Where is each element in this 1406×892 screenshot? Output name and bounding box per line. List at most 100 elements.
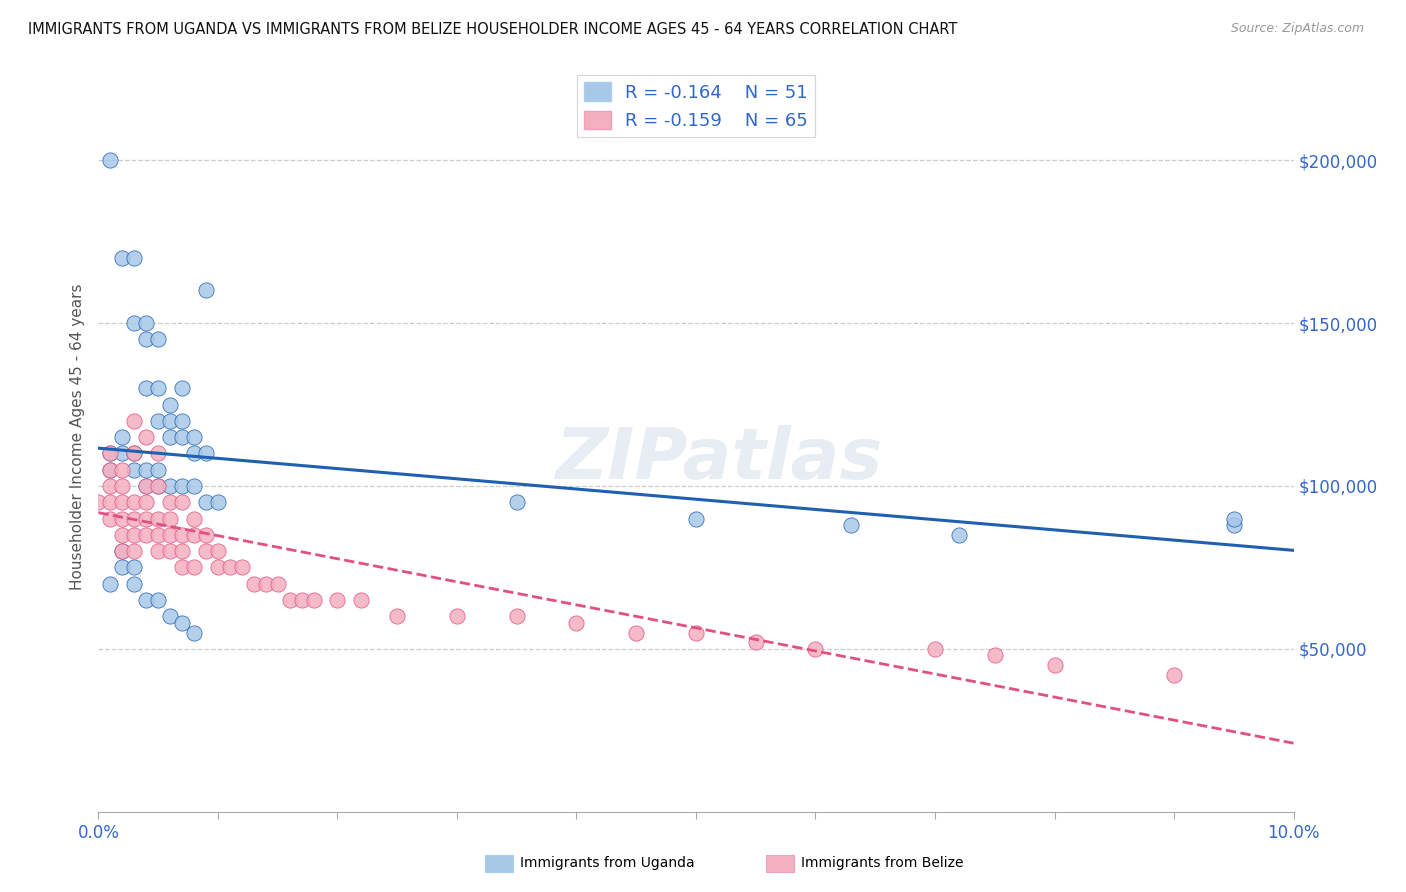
- Point: [254, 576, 277, 591]
- Text: Source: ZipAtlas.com: Source: ZipAtlas.com: [1230, 22, 1364, 36]
- Point: [148, 511, 170, 525]
- Point: [124, 316, 146, 330]
- Point: [183, 430, 205, 444]
- Point: [159, 544, 181, 558]
- Point: [183, 511, 205, 525]
- Point: [172, 479, 194, 493]
- Point: [111, 446, 134, 460]
- Point: [111, 511, 134, 525]
- Point: [135, 479, 157, 493]
- Legend: R = -0.164    N = 51, R = -0.159    N = 65: R = -0.164 N = 51, R = -0.159 N = 65: [576, 75, 815, 137]
- Point: [124, 544, 146, 558]
- Point: [745, 635, 768, 649]
- Point: [124, 576, 146, 591]
- Point: [207, 560, 229, 574]
- Point: [98, 153, 122, 168]
- Point: [685, 511, 707, 525]
- Point: [183, 528, 205, 542]
- Point: [148, 479, 170, 493]
- Point: [98, 446, 122, 460]
- Point: [135, 495, 157, 509]
- Point: [159, 479, 181, 493]
- Point: [111, 544, 134, 558]
- Point: [350, 593, 373, 607]
- Point: [172, 430, 194, 444]
- Point: [124, 446, 146, 460]
- Point: [172, 381, 194, 395]
- Point: [302, 593, 325, 607]
- Point: [159, 609, 181, 624]
- Point: [111, 430, 134, 444]
- Point: [924, 641, 946, 656]
- Point: [98, 463, 122, 477]
- Point: [506, 609, 529, 624]
- Point: [278, 593, 301, 607]
- Point: [506, 495, 529, 509]
- Point: [172, 560, 194, 574]
- Point: [172, 544, 194, 558]
- Point: [124, 495, 146, 509]
- Point: [159, 397, 181, 411]
- Point: [111, 495, 134, 509]
- Point: [124, 560, 146, 574]
- Point: [172, 615, 194, 630]
- Y-axis label: Householder Income Ages 45 - 64 years: Householder Income Ages 45 - 64 years: [69, 284, 84, 591]
- Point: [87, 495, 110, 509]
- Point: [159, 528, 181, 542]
- Point: [172, 495, 194, 509]
- Point: [148, 332, 170, 346]
- Point: [446, 609, 468, 624]
- Point: [98, 463, 122, 477]
- Point: [326, 593, 349, 607]
- Bar: [766, 855, 794, 872]
- Point: [148, 414, 170, 428]
- Point: [195, 528, 218, 542]
- Point: [148, 446, 170, 460]
- Point: [98, 495, 122, 509]
- Point: [98, 576, 122, 591]
- Point: [291, 593, 314, 607]
- Point: [385, 609, 409, 624]
- Point: [111, 251, 134, 265]
- Point: [172, 528, 194, 542]
- Point: [124, 528, 146, 542]
- Text: Immigrants from Belize: Immigrants from Belize: [801, 856, 965, 871]
- Point: [135, 528, 157, 542]
- Point: [183, 446, 205, 460]
- Point: [135, 479, 157, 493]
- Point: [148, 544, 170, 558]
- Point: [565, 615, 588, 630]
- Point: [172, 414, 194, 428]
- Point: [148, 528, 170, 542]
- Point: [159, 495, 181, 509]
- Point: [1043, 658, 1066, 673]
- Point: [685, 625, 707, 640]
- Text: IMMIGRANTS FROM UGANDA VS IMMIGRANTS FROM BELIZE HOUSEHOLDER INCOME AGES 45 - 64: IMMIGRANTS FROM UGANDA VS IMMIGRANTS FRO…: [28, 22, 957, 37]
- Text: Immigrants from Uganda: Immigrants from Uganda: [520, 856, 695, 871]
- Point: [124, 446, 146, 460]
- Point: [135, 316, 157, 330]
- Point: [195, 284, 218, 298]
- Point: [804, 641, 827, 656]
- Point: [984, 648, 1007, 663]
- Point: [183, 479, 205, 493]
- Point: [219, 560, 242, 574]
- Point: [159, 511, 181, 525]
- Point: [111, 560, 134, 574]
- Point: [159, 430, 181, 444]
- Point: [626, 625, 648, 640]
- Point: [148, 463, 170, 477]
- Text: ZIPatlas: ZIPatlas: [557, 425, 883, 494]
- Point: [195, 495, 218, 509]
- Point: [183, 560, 205, 574]
- Point: [124, 511, 146, 525]
- Point: [841, 518, 863, 533]
- Point: [111, 463, 134, 477]
- Point: [948, 528, 970, 542]
- Point: [135, 511, 157, 525]
- Point: [111, 544, 134, 558]
- Point: [148, 381, 170, 395]
- Point: [148, 479, 170, 493]
- Point: [1223, 518, 1246, 533]
- Point: [207, 495, 229, 509]
